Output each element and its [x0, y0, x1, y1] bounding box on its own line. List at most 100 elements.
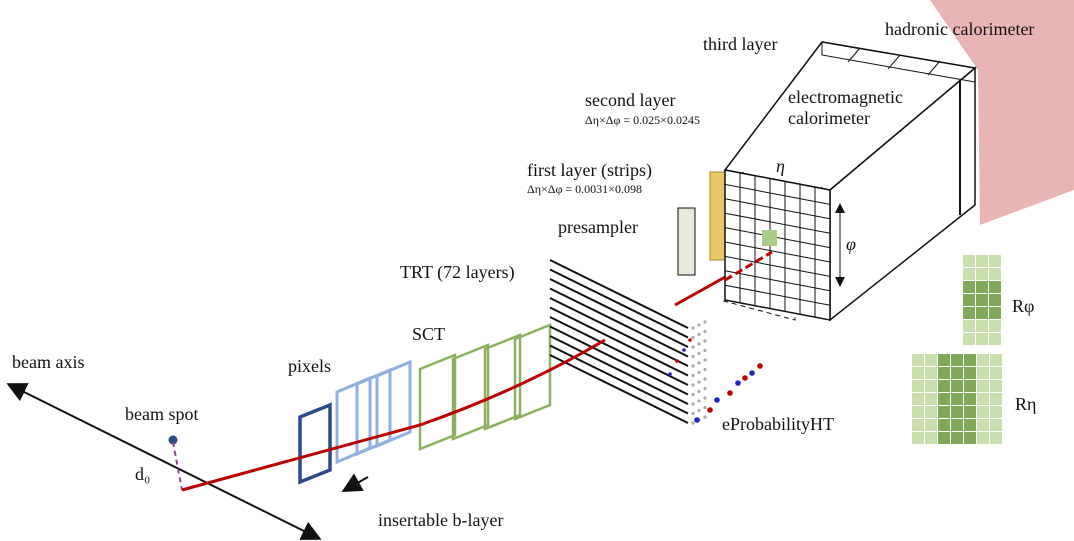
shower-cell	[990, 419, 1002, 431]
shower-cell	[989, 281, 1001, 293]
label: presampler	[558, 217, 638, 237]
label: electromagnetic	[788, 87, 903, 107]
trt-hit	[688, 338, 692, 342]
label: hadronic calorimeter	[885, 19, 1034, 39]
trt-hit	[697, 370, 701, 375]
label: eProbabilityHT	[722, 414, 834, 434]
shower-cell	[964, 432, 976, 444]
shower-cell	[938, 432, 950, 444]
trt-hit	[703, 386, 707, 391]
trt-hit	[691, 326, 695, 330]
electron-hit	[707, 407, 713, 413]
shower-cell	[990, 432, 1002, 444]
detector-layer	[513, 323, 552, 421]
shower-cell	[976, 333, 988, 345]
electron-hit	[742, 375, 748, 381]
shower-cell	[977, 354, 989, 366]
shower-cell	[976, 320, 988, 332]
trt-straw	[549, 325, 689, 396]
shower-cell	[963, 268, 975, 280]
trt-hit	[697, 399, 701, 403]
electron-hit	[749, 370, 755, 376]
shapes	[298, 255, 1002, 485]
label: Δη×Δφ = 0.025×0.0245	[585, 113, 700, 127]
trt-hit	[697, 361, 701, 365]
electron-hit	[735, 380, 741, 386]
detector-layer	[375, 359, 412, 449]
label: beam axis	[12, 352, 84, 372]
grid-line	[724, 227, 831, 249]
electron-hit	[694, 417, 700, 423]
shower-cell	[925, 367, 937, 379]
trt-hit	[691, 345, 695, 349]
trt-hit	[691, 373, 695, 378]
third-layer-edge	[821, 42, 976, 83]
shower-cell	[912, 354, 924, 366]
label: Rφ	[1012, 296, 1034, 316]
detector-layer	[298, 402, 332, 485]
label: TRT (72 layers)	[400, 262, 515, 283]
track	[181, 338, 606, 492]
trt-hit	[703, 396, 707, 400]
shower-cell	[976, 268, 988, 280]
trt-hit	[703, 415, 707, 419]
d0-line	[172, 441, 183, 491]
trt-hit	[703, 329, 707, 334]
shower-cell	[912, 406, 924, 418]
shower-cell	[925, 354, 937, 366]
trt-hit	[697, 332, 701, 337]
shower-cell	[938, 354, 950, 366]
shower-cell	[990, 354, 1002, 366]
detector-layer	[483, 333, 522, 431]
electron-hit	[714, 397, 720, 403]
trt-straw	[549, 316, 689, 386]
shower-cell	[925, 393, 937, 405]
label: first layer (strips)	[527, 160, 652, 181]
trt-hit	[703, 367, 707, 372]
shower-cell	[989, 307, 1001, 319]
shower-cell	[990, 393, 1002, 405]
detector-layer	[451, 343, 490, 441]
beam-axis	[6, 383, 322, 540]
trt-hit	[691, 364, 695, 368]
shower-cell	[977, 406, 989, 418]
shower-cell	[925, 432, 937, 444]
shower-cell	[977, 367, 989, 379]
shower-cell	[976, 307, 988, 319]
grid-line	[724, 198, 831, 220]
shower-cell	[938, 393, 950, 405]
shower-cell	[938, 380, 950, 392]
b-layer-arrow	[341, 473, 369, 492]
shower-cell	[925, 380, 937, 392]
shower-cell	[964, 406, 976, 418]
shower-cell	[976, 255, 988, 267]
trt-hit	[691, 421, 695, 425]
grid-line	[724, 241, 831, 263]
shower-cell	[912, 380, 924, 392]
trt-hit	[697, 323, 701, 327]
label: d₀	[135, 464, 150, 484]
trt-hit	[691, 335, 695, 340]
shower-cell	[951, 419, 963, 431]
shower-cell	[976, 281, 988, 293]
shower-cell	[912, 419, 924, 431]
label: pixels	[288, 356, 331, 376]
trt-hit	[703, 339, 707, 343]
trt-hit	[697, 408, 701, 413]
shower-cell	[989, 294, 1001, 306]
shower-cell	[989, 320, 1001, 332]
hadronic-calorimeter	[930, 0, 1074, 225]
grid-line	[724, 270, 831, 292]
shower-cell	[990, 367, 1002, 379]
third-layer-cell	[887, 54, 901, 70]
shower-cell	[951, 406, 963, 418]
shower-cell	[963, 255, 975, 267]
grid-line	[724, 284, 831, 306]
shower-cell	[977, 419, 989, 431]
trt-straw	[549, 287, 689, 358]
trt-hit	[691, 411, 695, 416]
cluster-cell	[762, 230, 777, 246]
shower-cell	[990, 380, 1002, 392]
trt-hit	[697, 351, 701, 356]
